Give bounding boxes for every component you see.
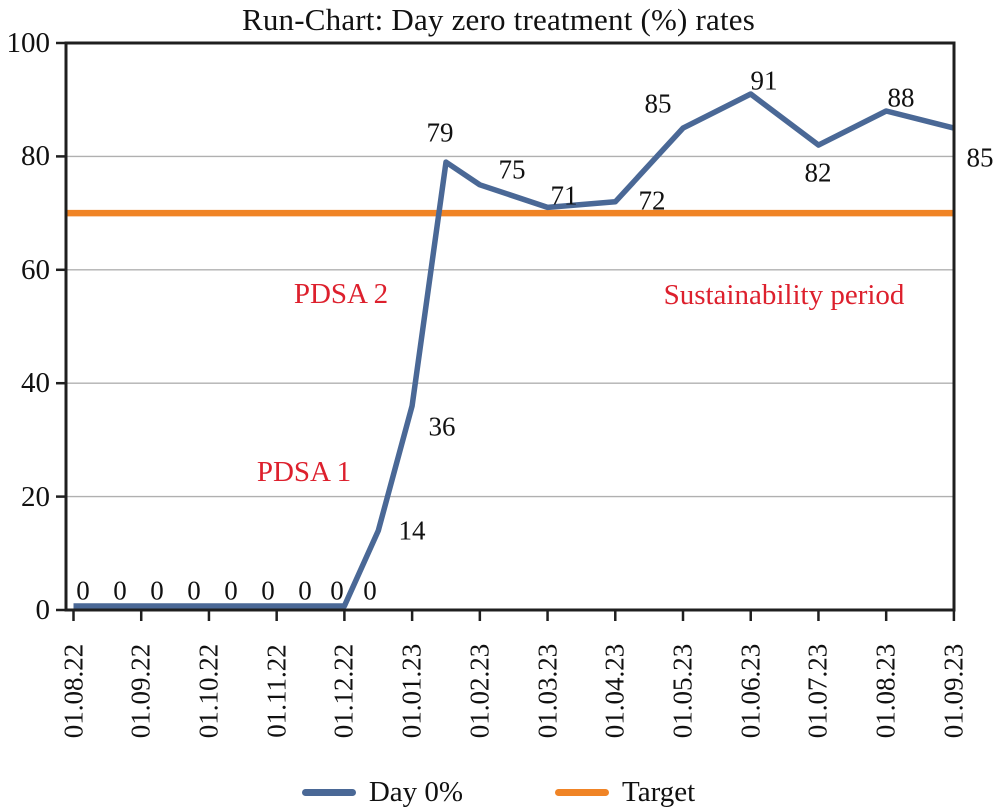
series-line-swatch [301, 788, 356, 796]
plot-border [64, 41, 956, 612]
legend-label-target: Target [622, 776, 696, 808]
target-line-swatch [555, 788, 610, 796]
legend-label-day0: Day 0% [368, 776, 464, 808]
chart-title: Run-Chart: Day zero treatment (%) rates [241, 2, 756, 37]
legend: Day 0% Target [0, 776, 997, 808]
day0-series-line [73, 91, 955, 609]
legend-item-day0: Day 0% [301, 776, 464, 808]
legend-item-target: Target [555, 776, 695, 808]
